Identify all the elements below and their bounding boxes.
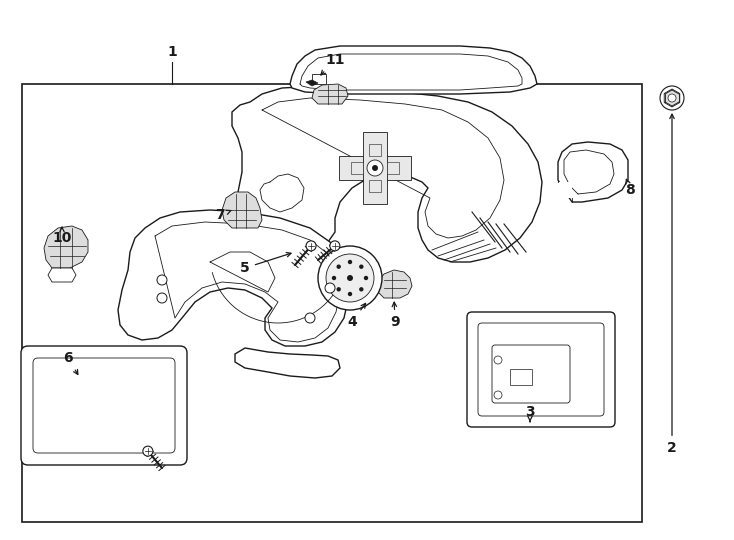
Polygon shape [363,132,387,204]
Polygon shape [664,89,680,107]
Text: 9: 9 [390,302,400,329]
Circle shape [305,313,315,323]
Polygon shape [312,74,326,84]
Circle shape [348,260,352,264]
Bar [510,369,532,385]
Circle shape [494,391,502,399]
Circle shape [359,287,363,292]
FancyBboxPatch shape [467,312,615,427]
Polygon shape [118,210,348,346]
Polygon shape [339,156,411,180]
Circle shape [336,287,341,292]
Circle shape [372,165,378,171]
Polygon shape [306,80,318,86]
Polygon shape [235,348,340,378]
Circle shape [332,276,336,280]
Text: 3: 3 [526,405,535,422]
Circle shape [347,275,353,281]
FancyBboxPatch shape [33,358,175,453]
Polygon shape [48,268,76,282]
Circle shape [318,246,382,310]
Circle shape [364,276,368,280]
Bar [351,162,363,174]
Bar [369,144,381,156]
Circle shape [143,446,153,456]
Polygon shape [290,46,537,94]
Circle shape [494,356,502,364]
Text: 1: 1 [167,45,177,59]
Circle shape [157,293,167,303]
Circle shape [336,265,341,269]
Circle shape [668,94,676,102]
Polygon shape [378,270,412,298]
Circle shape [306,241,316,251]
Polygon shape [222,192,262,228]
Bar [387,162,399,174]
Polygon shape [558,182,572,198]
Circle shape [325,283,335,293]
Circle shape [330,241,340,251]
Circle shape [367,160,383,176]
FancyBboxPatch shape [21,346,187,465]
Text: 4: 4 [347,303,366,329]
Bar [369,180,381,192]
Text: 11: 11 [321,53,345,75]
Text: 7: 7 [215,208,230,222]
Circle shape [348,292,352,296]
Text: 6: 6 [63,351,78,374]
Circle shape [660,86,684,110]
Polygon shape [312,84,348,104]
FancyBboxPatch shape [478,323,604,416]
Text: 10: 10 [52,227,72,245]
Text: 2: 2 [667,114,677,455]
Polygon shape [232,86,542,262]
Bar [22,84,642,522]
Polygon shape [44,226,88,268]
Circle shape [157,275,167,285]
Text: 8: 8 [625,179,635,197]
Polygon shape [558,142,628,202]
Text: 5: 5 [240,253,291,275]
Circle shape [359,265,363,269]
Circle shape [326,254,374,302]
FancyBboxPatch shape [492,345,570,403]
